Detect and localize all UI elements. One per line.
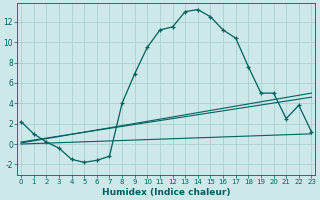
X-axis label: Humidex (Indice chaleur): Humidex (Indice chaleur) xyxy=(102,188,230,197)
